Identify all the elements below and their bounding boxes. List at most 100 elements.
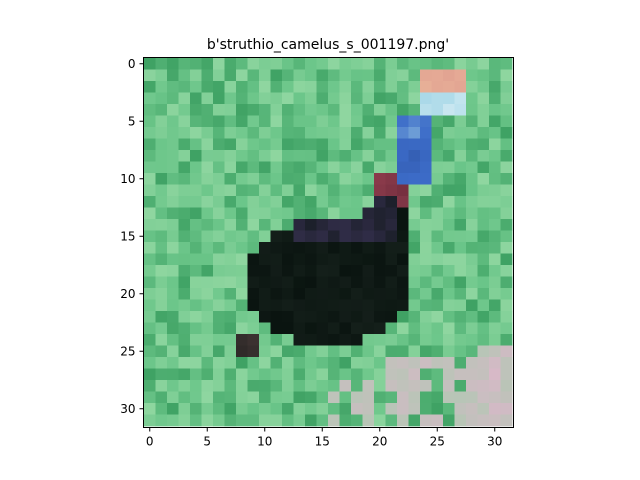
image-pixel [466,230,478,243]
image-pixel [259,150,271,162]
image-pixel [339,150,352,162]
image-pixel [443,242,455,254]
image-pixel [385,253,398,266]
image-pixel [305,207,317,220]
image-pixel [236,334,248,346]
image-pixel [144,299,156,312]
image-pixel [178,299,191,312]
image-pixel [397,219,409,231]
image-pixel [316,69,329,82]
image-pixel [270,230,283,243]
image-pixel [224,161,237,174]
image-pixel [362,92,375,105]
image-pixel [339,161,352,174]
image-pixel [155,403,168,415]
image-pixel [144,403,156,415]
image-pixel [167,230,179,243]
image-pixel [144,127,156,139]
image-pixel [397,414,409,427]
image-pixel [259,196,271,208]
image-pixel [328,299,340,312]
image-pixel [385,322,398,335]
image-pixel [431,357,444,369]
image-pixel [477,368,490,381]
image-pixel [339,207,352,220]
image-pixel [477,299,490,312]
image-pixel [454,253,467,266]
image-pixel [431,265,444,277]
image-pixel [408,81,421,93]
image-pixel [155,161,168,174]
image-pixel [155,173,168,185]
image-pixel [213,69,225,82]
image-pixel [466,368,478,381]
image-pixel [167,138,179,151]
image-pixel [328,219,340,231]
image-pixel [190,276,202,289]
image-pixel [443,380,455,392]
image-pixel [443,219,455,231]
image-pixel [362,173,375,185]
image-pixel [500,380,513,392]
image-pixel [500,265,513,277]
image-pixel [155,104,168,116]
image-pixel [351,265,363,277]
image-pixel [466,58,478,70]
image-pixel [190,69,202,82]
image-pixel [293,230,306,243]
image-pixel [190,357,202,369]
image-pixel [443,207,455,220]
image-pixel [293,368,306,381]
image-pixel [224,265,237,277]
image-pixel [247,150,260,162]
image-pixel [420,380,432,392]
image-pixel [236,391,248,404]
image-pixel [155,265,168,277]
y-tick-label: 10 [120,172,135,186]
image-pixel [224,253,237,266]
image-pixel [362,127,375,139]
image-pixel [224,58,237,70]
image-pixel [489,311,501,323]
image-pixel [201,219,214,231]
image-pixel [293,391,306,404]
image-pixel [339,414,352,427]
image-pixel [385,138,398,151]
image-pixel [293,219,306,231]
image-pixel [385,81,398,93]
image-pixel [385,92,398,105]
image-pixel [305,150,317,162]
image-pixel [167,265,179,277]
image-pixel [374,368,386,381]
image-pixel [397,403,409,415]
image-pixel [201,345,214,358]
image-pixel [420,311,432,323]
image-pixel [420,207,432,220]
image-pixel [247,345,260,358]
image-pixel [500,242,513,254]
image-pixel [305,69,317,82]
image-pixel [443,196,455,208]
image-pixel [408,58,421,70]
image-pixel [190,414,202,427]
y-tick-label: 25 [120,344,135,358]
image-pixel [374,173,386,185]
image-pixel [167,69,179,82]
image-pixel [247,207,260,220]
image-pixel [443,288,455,300]
image-pixel [362,299,375,312]
image-pixel [408,104,421,116]
image-pixel [351,161,363,174]
image-pixel [144,150,156,162]
image-pixel [339,288,352,300]
image-pixel [328,242,340,254]
image-pixel [431,368,444,381]
image-pixel [178,138,191,151]
image-pixel [454,265,467,277]
image-pixel [259,81,271,93]
image-pixel [236,242,248,254]
image-pixel [477,253,490,266]
image-pixel [454,207,467,220]
image-pixel [316,207,329,220]
image-pixel [328,173,340,185]
